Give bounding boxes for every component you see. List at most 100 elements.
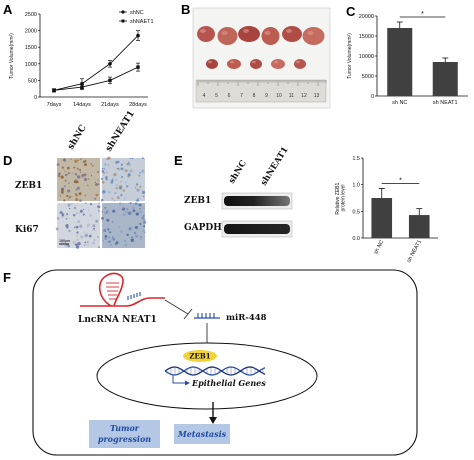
ihc-cell [60,190,64,194]
ihc-cell [116,196,120,200]
ihc-cell [120,181,122,183]
ihc-cell [70,158,72,160]
cell-membrane [32,269,418,456]
ruler-numbers: 4 5 6 7 8 9 10 11 12 13 [203,93,320,99]
panel-c-sig-star: * [421,11,424,18]
ihc-cell [63,158,65,161]
ihc-cell [107,240,110,244]
tumor-row-shneat1 [206,59,306,69]
panel-c-y-tick-label: 5000 [362,74,374,80]
ihc-cell [100,198,104,202]
ihc-cell [125,210,129,213]
ihc-cell [86,226,89,228]
ihc-cell [104,164,106,166]
ihc-cell [98,210,100,212]
ihc-cell [67,198,70,200]
ihc-cell [89,202,93,206]
ihc-cell [92,229,94,231]
panel-b-tumor-photo: 4 5 6 7 8 9 10 11 12 13 [192,7,331,109]
ihc-cell [114,200,116,202]
ihc-cell [83,208,85,211]
lncrna-hairpin-loop [98,272,124,307]
panel-a-x-tick-label: 14days [73,102,91,108]
ihc-cell [120,167,124,171]
ihc-cell [135,183,139,186]
dna-helix [164,366,266,376]
ihc-cell [95,193,99,197]
ihc-cell [74,205,77,207]
panel-e-western-blot: shNC shNEAT1 ZEB1 GAPDH [184,145,293,238]
ihc-cell [86,241,89,244]
ihc-cell [97,183,100,186]
panel-c-x-tick-label: sh NC [392,100,407,106]
ihc-cell [59,211,63,215]
ihc-cell [60,175,64,179]
epithelial-genes-label: Epithelial Genes [191,378,266,388]
ihc-cell [113,173,117,177]
ihc-cell [79,199,82,202]
ihc-cell [78,212,81,214]
panel-b-label: B [181,2,190,17]
panel-c-bar [432,62,458,96]
ihc-cell [73,166,76,169]
ihc-cell [133,231,137,234]
ihc-cell [87,223,91,227]
ihc-cell [128,227,132,231]
panel-d-ihc-grid: shNC shNEAT1 ZEB1 Ki67 100μm [15,109,147,249]
ihc-cell [111,236,114,238]
ruler-number: 11 [289,93,294,99]
panel-e-sig-star: * [399,177,402,184]
panel-e-label: E [174,153,183,168]
ihc-cell [83,173,87,177]
ihc-cell [75,243,79,247]
blot-row-label-gapdh: GAPDH [184,223,222,233]
lncrna-strand [80,297,165,307]
ihc-cell [98,246,100,249]
ihc-cell [124,197,126,200]
tumor-progression-box [89,420,160,448]
ihc-cell [104,238,107,241]
ihc-cell [116,184,118,186]
ihc-cell [92,241,96,245]
ihc-cell [102,239,104,242]
ihc-cell [139,208,141,210]
ihc-cell [118,202,122,205]
ihc-cell [75,198,79,202]
ihc-cell [128,211,132,215]
ihc-cell [124,169,128,173]
ruler-number: 10 [276,93,282,99]
legend-label-shneat1: shNAET1 [130,19,154,25]
ihc-cell [141,157,144,160]
ihc-cell [118,186,122,190]
panel-e-bar [408,215,430,238]
panel-c-ylabel: Tumor Volume(mm³) [347,33,353,79]
ihc-cell [88,234,92,238]
ihc-cell [94,181,97,184]
ihc-cell [135,212,139,216]
ihc-cell [75,179,77,181]
ihc-cell [95,183,99,187]
lncrna-inhibit-bar [183,308,193,320]
ihc-cell [143,215,145,217]
mir-448-label: miR-448 [226,313,267,323]
ihc-cell [93,227,96,230]
panel-a-y-tick-label: 500 [28,78,37,84]
ihc-cell [84,202,87,204]
ihc-cell [68,207,71,210]
ruler-number: 13 [314,93,320,99]
ihc-cell [64,179,67,182]
mir-448-structure [194,313,220,319]
ihc-cell [122,189,125,192]
ihc-cell [137,197,140,201]
blot-col-label-shneat1: shNEAT1 [259,145,291,187]
ihc-col-label-shneat1: shNEAT1 [104,109,137,153]
panel-c-significance: * [399,11,446,18]
panel-c-y-tick-label: 10000 [359,54,374,60]
panel-c-y-tick-label: 15000 [359,34,374,40]
lncrna-inhibits-mirna-arrow [164,299,189,315]
panel-e-x-tick-label: sh NEAT1 [406,239,423,264]
ihc-cell [100,177,104,181]
ihc-cell [81,176,83,178]
scale-bar-label: 100μm [59,239,70,243]
ihc-cell [98,202,100,204]
